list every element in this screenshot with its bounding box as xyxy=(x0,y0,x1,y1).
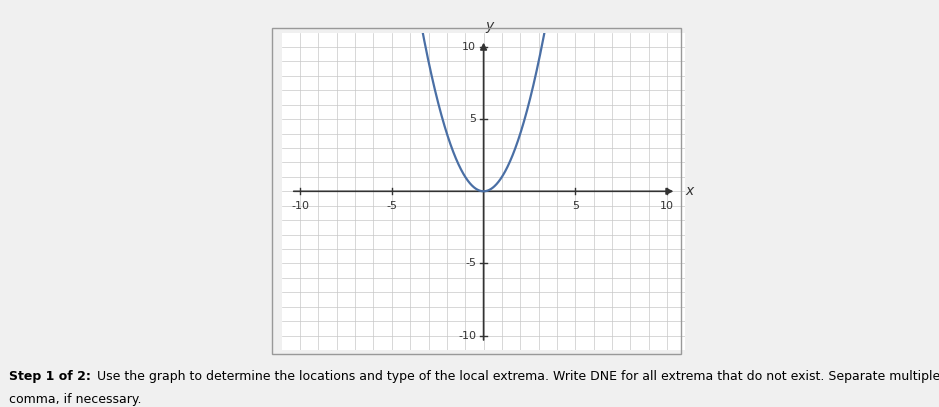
Text: 10: 10 xyxy=(660,201,674,211)
Text: Use the graph to determine the locations and type of the local extrema. Write DN: Use the graph to determine the locations… xyxy=(89,370,939,383)
Text: y: y xyxy=(485,19,493,33)
Text: comma, if necessary.: comma, if necessary. xyxy=(9,393,142,406)
Text: -10: -10 xyxy=(458,330,476,341)
Text: 5: 5 xyxy=(572,201,578,211)
Text: -10: -10 xyxy=(291,201,309,211)
Text: 10: 10 xyxy=(462,42,476,52)
Text: -5: -5 xyxy=(465,258,476,269)
Text: -5: -5 xyxy=(386,201,397,211)
Text: x: x xyxy=(685,184,694,198)
Text: 5: 5 xyxy=(470,114,476,124)
Text: Step 1 of 2:: Step 1 of 2: xyxy=(9,370,91,383)
